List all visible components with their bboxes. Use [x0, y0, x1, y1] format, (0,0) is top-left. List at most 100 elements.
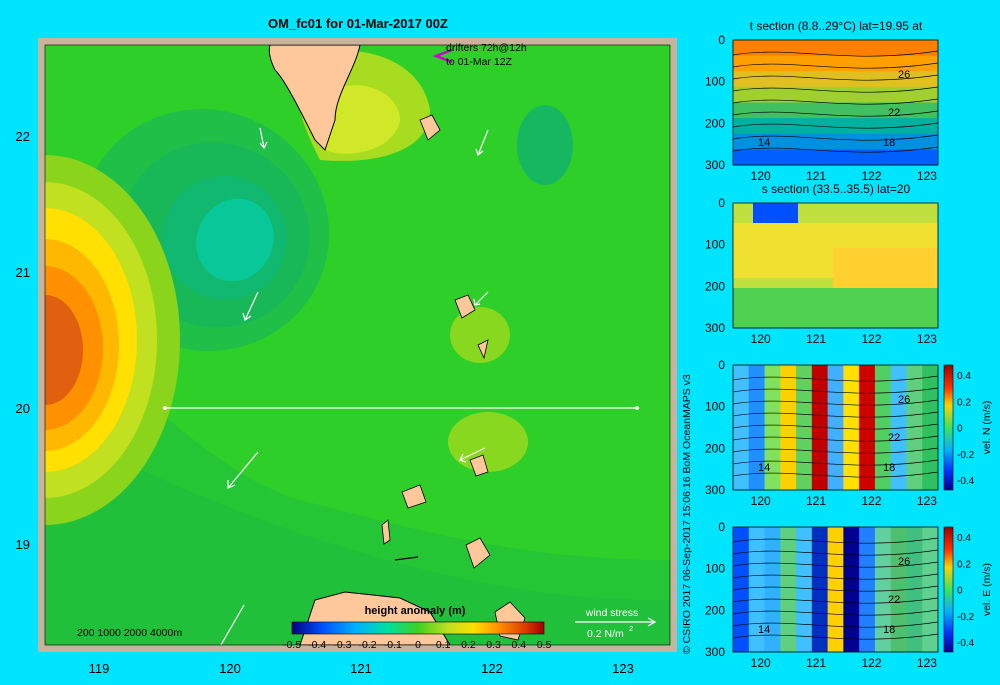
- panel-x-tick: 120: [751, 494, 771, 508]
- contour-line: [732, 597, 939, 604]
- contour-line: [732, 435, 939, 442]
- arrow: [242, 291, 259, 321]
- island-1: [419, 114, 441, 141]
- section-panel-3: 26 22 18 14 0 100 200 300 120 121 122 123 0.4 0.2 0 -0.…: [705, 358, 993, 508]
- panel-title: t section (8.8..29°C) lat=19.95 at: [750, 19, 923, 33]
- field-column: [827, 527, 844, 652]
- contour-line: [732, 459, 939, 466]
- panel-field: [732, 40, 939, 166]
- velocity-colorbar-tick: 0.2: [957, 397, 971, 408]
- bathymetry-scale-label: 200 1000 2000 4000m: [77, 627, 182, 639]
- contour-line: [732, 387, 939, 394]
- island-7: [465, 537, 491, 569]
- contour-line: [732, 86, 939, 93]
- panel-x-tick: 122: [861, 494, 881, 508]
- map-y-tick: 21: [16, 265, 30, 280]
- panel-y-tick: 200: [705, 116, 725, 130]
- panel-y-tick: 100: [705, 75, 725, 89]
- wind-scale-exponent: 2: [629, 624, 633, 633]
- field-column: [764, 365, 781, 490]
- panel-y-tick: 200: [705, 441, 725, 455]
- field-column: [796, 527, 813, 652]
- panel-x-tick: 122: [861, 656, 881, 670]
- map-x-tick: 123: [612, 661, 634, 676]
- panel-border: [732, 364, 939, 491]
- contour-label: 26: [898, 69, 910, 81]
- panel-x-tick: 121: [806, 656, 826, 670]
- section-panels: t section (8.8..29°C) lat=19.95 at 26 22 18…: [705, 19, 993, 670]
- map-x-tick: 120: [219, 661, 241, 676]
- field-band-mid: [45, 330, 670, 600]
- panel-x-tick: 123: [917, 169, 937, 183]
- field-band: [733, 149, 938, 166]
- wind-stress-arrow: [575, 617, 657, 627]
- colorbar-tick-label: -0.1: [384, 639, 402, 651]
- panel-field: [732, 527, 939, 652]
- contour-line: [732, 375, 939, 382]
- contour-label: 22: [888, 432, 900, 444]
- contour-label: 26: [898, 556, 910, 568]
- field-band: [753, 203, 798, 223]
- colorbar-title: height anomaly (m): [365, 605, 466, 617]
- velocity-colorbar: [943, 364, 954, 491]
- panel-border: [732, 202, 939, 329]
- contour-line: [732, 146, 939, 153]
- panel-x-tick: 120: [751, 656, 771, 670]
- panel-border: [732, 526, 939, 653]
- colorbar-tick-label: 0: [415, 639, 421, 651]
- map-y-ticks: 22 21 20 19: [16, 129, 30, 552]
- contour-line: [732, 573, 939, 580]
- field-band: [833, 248, 938, 288]
- velocity-colorbar-tick: -0.2: [957, 612, 975, 623]
- colorbar-tick-label: 0.2: [461, 639, 476, 651]
- panel-y-tick: 200: [705, 279, 725, 293]
- panel-x-tick: 123: [917, 494, 937, 508]
- panel-y-tick: 300: [705, 158, 725, 172]
- arrow: [475, 129, 489, 157]
- colorbar-tick-label: -0.5: [283, 639, 301, 651]
- arrow: [459, 447, 486, 463]
- drifter-legend-icon: [432, 48, 453, 64]
- colorbar-ticks: -0.5 -0.4 -0.3 -0.2 -0.1 0 0.1 0.2 0.3 0.4 0.5: [283, 639, 551, 651]
- field-column: [843, 527, 860, 652]
- colorbar-tick-label: 0.3: [486, 639, 501, 651]
- panel-x-tick: 123: [917, 656, 937, 670]
- field-band: [733, 118, 938, 135]
- height-anomaly-field: [45, 45, 670, 645]
- contour-line: [732, 62, 939, 69]
- field-column: [859, 365, 876, 490]
- wind-stress-label: wind stress: [585, 607, 639, 619]
- velocity-colorbar: [943, 526, 954, 653]
- velocity-colorbar-tick: 0.4: [957, 371, 971, 382]
- section-end: [635, 406, 639, 410]
- map-border: [44, 44, 671, 646]
- drifter-legend-line2: to 01-Mar 12Z: [446, 56, 513, 68]
- contour-line: [732, 110, 939, 117]
- colorbar-tick-label: 0.5: [537, 639, 552, 651]
- field-column: [874, 365, 892, 490]
- island-3: [477, 339, 489, 360]
- velocity-colorbar-tick: -0.4: [957, 476, 975, 487]
- panel-field: [733, 203, 938, 328]
- drifter-track: [394, 556, 419, 561]
- map-x-tick: 121: [350, 661, 372, 676]
- map-x-tick: 119: [89, 661, 110, 676]
- contour-line: [732, 74, 939, 81]
- panel-y-tick: 100: [705, 562, 725, 576]
- contour-line: [732, 561, 939, 568]
- field-band-south: [45, 420, 670, 645]
- field-column: [733, 365, 750, 490]
- contour-line: [732, 537, 939, 544]
- panel-x-tick: 121: [806, 494, 826, 508]
- contour-line: [732, 609, 939, 616]
- contour-label: 14: [758, 462, 770, 474]
- field-column: [827, 365, 844, 490]
- contour-line: [732, 122, 939, 129]
- colorbar-tick-label: 0.4: [511, 639, 526, 651]
- arrow: [227, 451, 259, 489]
- velocity-colorbar-tick: -0.2: [957, 450, 975, 461]
- arrow: [220, 604, 245, 645]
- field-column: [780, 365, 797, 490]
